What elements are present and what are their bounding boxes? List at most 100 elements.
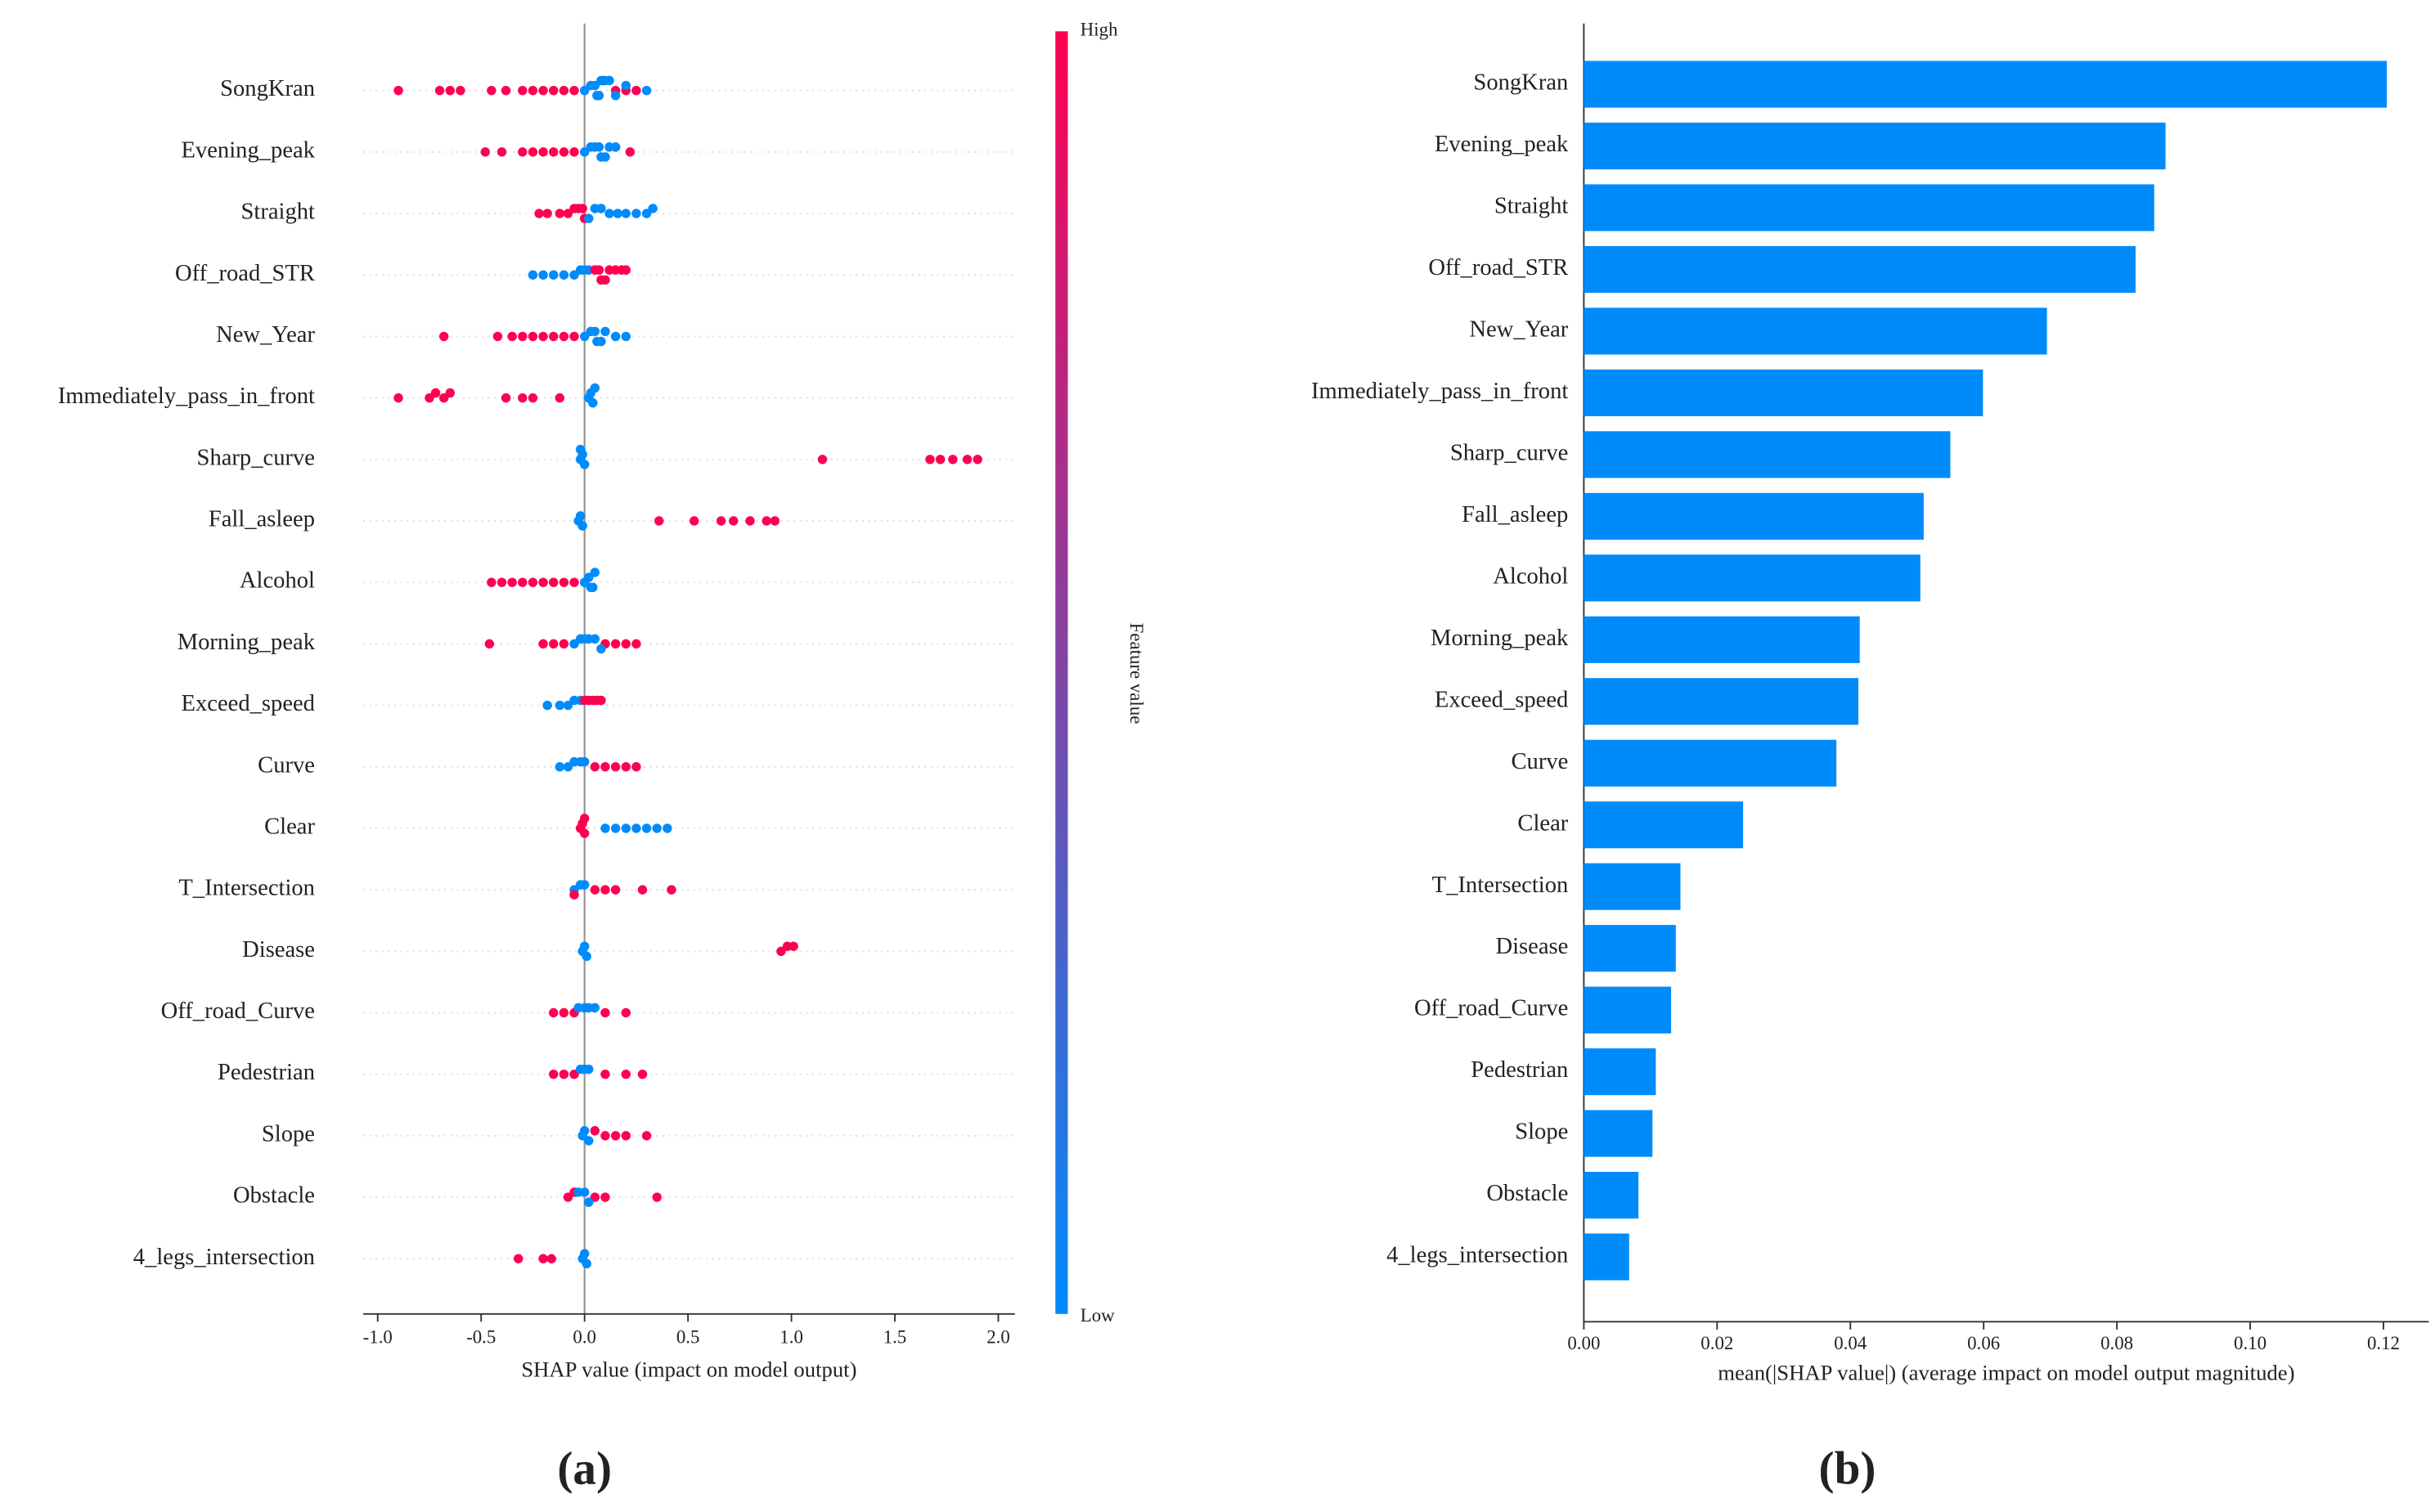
shap-point — [546, 1254, 556, 1263]
x-axis-title: SHAP value (impact on model output) — [521, 1357, 856, 1381]
bar — [1584, 184, 2154, 231]
feature-label: Evening_peak — [182, 137, 316, 163]
colorbar-title: Feature value — [1126, 623, 1147, 725]
shap-point — [631, 209, 641, 218]
shap-point — [559, 85, 569, 96]
shap-point — [434, 85, 445, 96]
shap-point — [610, 91, 621, 101]
feature-label: Morning_peak — [177, 630, 316, 655]
shap-point — [610, 823, 621, 833]
x-tick-label: 0.08 — [2100, 1333, 2133, 1353]
panel-label: (a) — [557, 1442, 612, 1494]
feature-label: Off_road_Curve — [161, 998, 315, 1024]
shap-point — [549, 1069, 559, 1079]
feature-label: Obstacle — [233, 1183, 315, 1209]
shap-point — [555, 393, 565, 403]
shap-point — [584, 1197, 594, 1207]
shap-point — [621, 639, 631, 649]
shap-point — [817, 455, 828, 464]
shap-point — [637, 885, 648, 895]
shap-point — [590, 885, 600, 895]
shap-point — [610, 142, 621, 152]
shap-point — [600, 1192, 610, 1202]
shap-point — [648, 204, 658, 213]
shap-point — [588, 398, 598, 408]
x-tick-label: 0.5 — [676, 1327, 700, 1348]
bar — [1584, 678, 1859, 725]
feature-label: Sharp_curve — [197, 445, 315, 470]
bar — [1584, 801, 1744, 849]
shap-point — [559, 1069, 569, 1079]
shap-point — [690, 516, 699, 526]
shap-point — [590, 1192, 600, 1202]
feature-label: Sharp_curve — [1450, 440, 1568, 465]
shap-point — [604, 209, 614, 218]
shap-point — [563, 762, 573, 772]
x-axis-title: mean(|SHAP value|) (average impact on mo… — [1718, 1360, 2294, 1384]
feature-label: New_Year — [1469, 317, 1568, 343]
shap-point — [438, 331, 449, 342]
shap-point — [600, 152, 610, 162]
x-tick-label: 0.06 — [1967, 1333, 2000, 1353]
shap-point — [788, 941, 798, 951]
shap-point — [729, 516, 739, 526]
shap-point — [538, 270, 548, 280]
bar — [1584, 122, 2166, 170]
shap-point — [496, 147, 507, 157]
shap-point — [559, 577, 569, 587]
x-tick-label: 1.0 — [779, 1327, 803, 1348]
x-tick-label: 0.00 — [1567, 1333, 1600, 1353]
colorbar-low-label: Low — [1080, 1305, 1115, 1326]
bar — [1584, 431, 1951, 478]
shap-point — [621, 762, 631, 772]
shap-point — [538, 1254, 548, 1263]
feature-label: New_Year — [216, 322, 315, 348]
feature-label: Evening_peak — [1435, 132, 1569, 157]
feature-label: Pedestrian — [1471, 1057, 1568, 1083]
shap-point — [667, 885, 676, 895]
shap-point — [621, 1131, 631, 1141]
shap-point — [621, 1069, 631, 1079]
shap-point — [584, 572, 594, 582]
feature-label: Disease — [242, 937, 315, 962]
shap-point — [631, 823, 641, 833]
shap-point — [559, 1007, 569, 1018]
shap-point — [590, 383, 600, 393]
shap-point — [501, 85, 511, 96]
shap-point — [514, 1254, 523, 1263]
shap-point — [590, 568, 600, 577]
shap-point — [652, 823, 662, 833]
shap-point — [549, 639, 559, 649]
shap-point — [569, 270, 579, 280]
feature-label: Slope — [1515, 1119, 1568, 1145]
shap-point — [559, 639, 569, 649]
feature-label: Straight — [240, 200, 315, 225]
shap-point — [761, 516, 771, 526]
shap-point — [549, 577, 559, 587]
shap-point — [770, 516, 780, 526]
shap-point — [600, 326, 610, 337]
shap-point — [579, 331, 590, 342]
colorbar-high-label: High — [1080, 20, 1118, 40]
shap-point — [559, 331, 569, 342]
shap-point — [590, 634, 600, 644]
shap-point — [594, 265, 604, 275]
feature-label: Slope — [262, 1121, 315, 1146]
shap-point — [518, 393, 528, 403]
shap-point — [600, 1069, 610, 1079]
shap-point — [610, 885, 621, 895]
shap-point — [528, 85, 538, 96]
shap-point — [621, 209, 631, 218]
shap-point — [569, 1069, 579, 1079]
x-tick-label: 0.02 — [1700, 1333, 1733, 1353]
shap-point — [430, 388, 441, 398]
shap-point — [549, 85, 559, 96]
shap-point — [621, 823, 631, 833]
shap-point — [563, 1192, 573, 1202]
shap-point — [641, 209, 652, 218]
shap-point — [528, 270, 538, 280]
shap-point — [621, 265, 631, 275]
shap-point — [600, 275, 610, 285]
shap-point — [663, 823, 672, 833]
shap-point — [507, 577, 517, 587]
